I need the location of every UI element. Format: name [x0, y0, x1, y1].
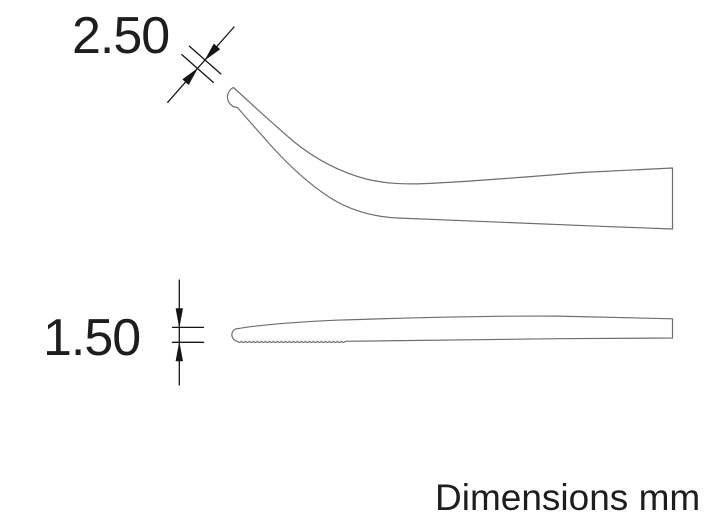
jaw-thickness-arrowhead-up	[175, 342, 183, 362]
jaw-thickness-dimension: 1.50	[43, 279, 205, 386]
tip-width-arrowhead-upper	[204, 43, 221, 61]
jaw-thickness-label: 1.50	[43, 309, 140, 367]
tip-width-arrowhead-lower	[182, 68, 198, 85]
tip-width-dimension-line	[167, 26, 235, 103]
jaw-thickness-arrowhead-down	[175, 308, 183, 328]
lower-jaw-view	[231, 315, 674, 344]
units-note: Dimensions mm	[435, 477, 700, 518]
upper-jaw-view	[226, 86, 674, 230]
tip-width-label: 2.50	[72, 7, 169, 65]
tip-width-dimension: 2.50	[72, 7, 235, 103]
upper-jaw-outline	[226, 86, 674, 230]
lower-jaw-outline	[231, 315, 674, 344]
